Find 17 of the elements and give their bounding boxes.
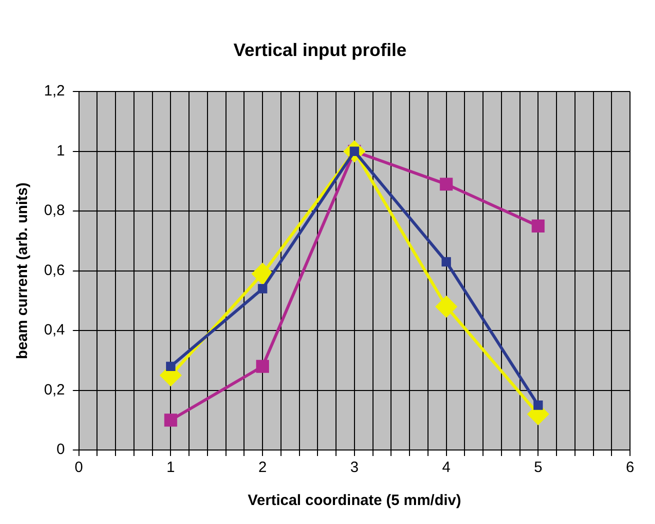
y-tick-label: 0,6 <box>44 262 65 279</box>
y-tick-label: 0,8 <box>44 202 65 220</box>
y-tick-label: 0,2 <box>44 381 65 398</box>
y-tick-label: 1,2 <box>44 82 65 100</box>
y-tick-label: 0 <box>56 441 65 458</box>
y-tick-label: 0,4 <box>44 322 65 339</box>
x-tick-label: 1 <box>166 459 175 476</box>
y-tick-label: 1 <box>56 142 65 160</box>
x-tick-label: 3 <box>350 459 359 476</box>
x-tick-label: 2 <box>258 459 267 476</box>
x-tick-label: 5 <box>534 459 542 476</box>
x-tick-label: 4 <box>442 459 450 476</box>
chart-title: Vertical input profile <box>233 40 407 60</box>
x-tick-label: 6 <box>626 459 634 476</box>
x-axis-title: Vertical coordinate (5 mm/div) <box>248 492 462 510</box>
x-tick-label: 0 <box>74 459 84 476</box>
y-axis-title: beam current (arb. units) <box>14 182 32 360</box>
